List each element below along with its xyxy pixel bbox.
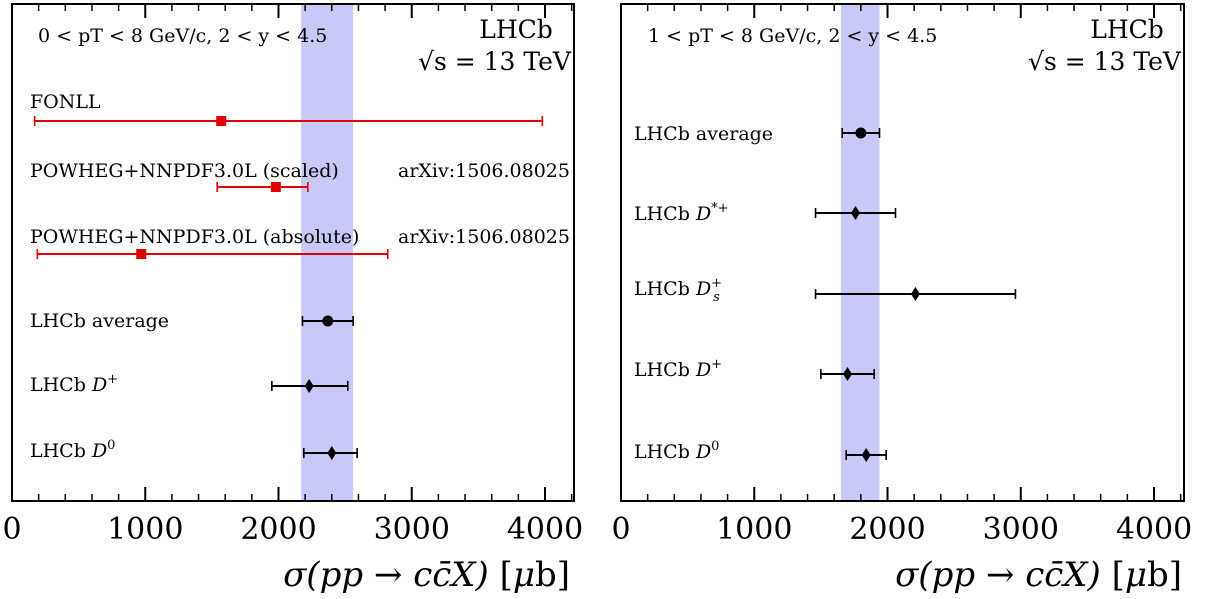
left-marks-layer: [33, 116, 544, 460]
left-x-axis-title: σ(pp → cc̄X) [μb]: [283, 555, 570, 595]
right-x-tick-label: 0: [611, 512, 630, 547]
left-band-layer: [301, 4, 354, 501]
right-point-lhcb-d: [814, 206, 897, 220]
left-label-lhcb-dplus: LHCb D+: [30, 372, 118, 396]
left-point-powheg-nnpdf3-0l-absolute-marker: [136, 249, 147, 259]
right-point-lhcb-average-marker: [855, 127, 867, 139]
left-x-tick-label: 1000: [107, 512, 183, 547]
left-panel: 0 1000 2000 3000 4000 0 < pT < 8 GeV/c, 2 < …: [2, 3, 583, 595]
left-point-lhcb-d0: [303, 446, 358, 460]
right-plot-frame: [620, 3, 1185, 502]
left-x-tick-label: 0: [2, 512, 21, 547]
left-point-lhcb-d0-marker: [327, 446, 337, 460]
right-x-tick-label: 2000: [849, 512, 925, 547]
left-experiment-label: LHCb: [479, 15, 553, 44]
right-average-band: [840, 4, 880, 501]
left-ref-powheg-absolute: arXiv:1506.08025: [398, 226, 570, 248]
left-x-tick-label: 2000: [240, 512, 316, 547]
left-point-lhcb-average-marker: [322, 315, 334, 327]
left-x-tick-label: 4000: [507, 512, 583, 547]
left-energy-label: √s = 13 TeV: [418, 47, 572, 76]
left-kinematic-range: 0 < pT < 8 GeV/c, 2 < y < 4.5: [38, 25, 327, 47]
left-label-fonll: FONLL: [30, 91, 101, 113]
left-point-lhcb-d: [271, 379, 349, 393]
left-point-fonll-marker: [216, 116, 227, 126]
left-x-tick-label: 3000: [374, 512, 450, 547]
left-label-lhcb-d0: LHCb D0: [30, 438, 115, 462]
right-panel: 0 1000 2000 3000 4000 1 < pT < 8 GeV/c, 2 < …: [611, 3, 1192, 595]
right-point-lhcb-ds: [814, 287, 1017, 301]
left-point-fonll: [33, 116, 544, 126]
left-point-lhcb-d-marker: [304, 379, 314, 393]
right-kinematic-range: 1 < pT < 8 GeV/c, 2 < y < 4.5: [648, 25, 937, 47]
right-point-lhcb-d-marker: [843, 367, 853, 381]
left-point-powheg-nnpdf3-0l-scaled: [216, 182, 309, 192]
right-point-lhcb-ds-marker: [910, 287, 920, 301]
right-label-lhcb-dplus: LHCb D+: [634, 357, 722, 381]
right-x-tick-label: 1000: [716, 512, 792, 547]
left-point-lhcb-average: [301, 315, 354, 327]
left-label-powheg-absolute: POWHEG+NNPDF3.0L (absolute): [30, 226, 359, 248]
right-experiment-label: LHCb: [1090, 15, 1164, 44]
right-marks-layer: [814, 127, 1017, 462]
right-energy-label: √s = 13 TeV: [1028, 47, 1182, 76]
right-point-lhcb-average: [841, 127, 881, 139]
left-ticks-layer: 0 1000 2000 3000 4000: [2, 4, 583, 547]
left-plot-frame: [11, 3, 575, 502]
right-x-tick-label: 3000: [983, 512, 1059, 547]
right-x-tick-label: 4000: [1116, 512, 1192, 547]
right-label-lhcb-dsplus: LHCb D+ s: [634, 276, 722, 305]
right-point-lhcb-d0-marker: [861, 448, 871, 462]
left-ref-powheg-scaled: arXiv:1506.08025: [398, 160, 570, 182]
right-point-lhcb-d-marker: [851, 206, 861, 220]
right-label-lhcb-d0: LHCb D0: [634, 439, 719, 463]
right-label-lhcb-dstarplus: LHCb D*+: [634, 201, 729, 225]
right-label-lhcb-average: LHCb average: [634, 123, 773, 145]
left-average-band: [301, 4, 354, 501]
right-x-axis-title: σ(pp → cc̄X) [μb]: [895, 555, 1182, 595]
left-label-powheg-scaled: POWHEG+NNPDF3.0L (scaled): [30, 160, 339, 182]
left-label-lhcb-average: LHCb average: [30, 310, 169, 332]
left-point-powheg-nnpdf3-0l-absolute: [36, 249, 389, 259]
right-point-lhcb-d0: [845, 448, 887, 462]
right-point-lhcb-d: [820, 367, 875, 381]
left-point-powheg-nnpdf3-0l-scaled-marker: [270, 182, 281, 192]
right-ticks-layer: 0 1000 2000 3000 4000: [611, 4, 1192, 547]
right-band-layer: [840, 4, 880, 501]
